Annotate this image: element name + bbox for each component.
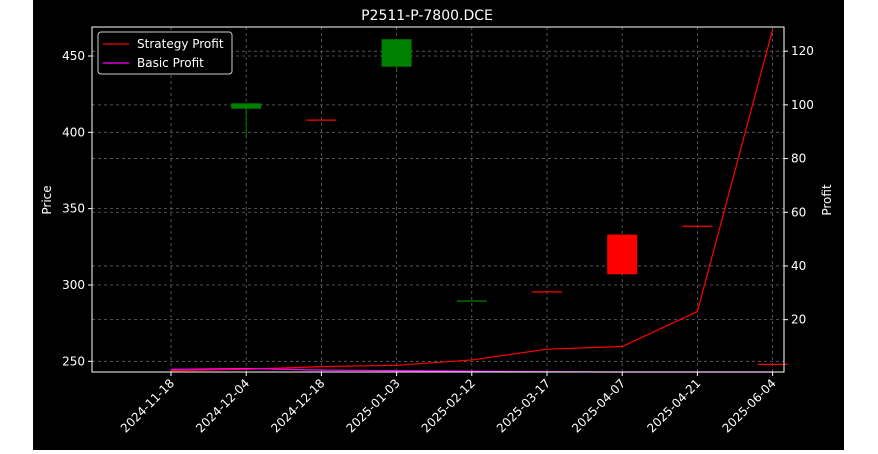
plot-frame — [91, 26, 785, 373]
tick-label-x: 2025-04-07 — [569, 376, 628, 435]
candles — [231, 39, 788, 365]
tick-label-right: 60 — [791, 205, 806, 219]
legend: Strategy Profit Basic Profit — [97, 31, 233, 75]
tick-label-x: 2025-03-17 — [494, 376, 553, 435]
tick-label-right: 100 — [791, 98, 814, 112]
tick-label-right: 120 — [791, 44, 814, 58]
tick-label-left: 400 — [62, 125, 85, 139]
left-axis: 250 300 350 400 450 — [62, 49, 92, 368]
right-axis: 20 40 60 80 100 120 — [784, 44, 814, 327]
y-axis-label-left: Price — [40, 185, 54, 214]
tick-label-x: 2025-04-21 — [644, 376, 703, 435]
chart-title: P2511-P-7800.DCE — [361, 8, 493, 24]
tick-label-x: 2024-11-18 — [118, 376, 177, 435]
candlestick-chart: P2511-P-7800.DCE 250 300 350 400 450 20 40 60 8… — [40, 8, 834, 435]
tick-label-right: 20 — [791, 313, 806, 327]
series-line-strategy-profit — [170, 29, 774, 372]
tick-label-x: 2025-06-04 — [720, 376, 779, 435]
tick-label-left: 450 — [62, 49, 85, 63]
legend-label-strategy: Strategy Profit — [137, 37, 224, 51]
tick-label-x: 2024-12-18 — [268, 376, 327, 435]
legend-box — [97, 31, 233, 75]
tick-label-x: 2024-12-04 — [193, 376, 252, 435]
tick-label-right: 40 — [791, 259, 806, 273]
x-axis: 2024-11-18 2024-12-04 2024-12-18 2025-01-03… — [118, 372, 779, 435]
legend-label-basic: Basic Profit — [137, 56, 204, 70]
chart-figure: P2511-P-7800.DCE 250 300 350 400 450 20 40 60 8… — [33, 0, 844, 450]
y-axis-label-right: Profit — [820, 184, 834, 216]
candle — [231, 103, 262, 136]
grid-lines — [92, 27, 784, 372]
tick-label-x: 2025-01-03 — [344, 376, 403, 435]
tick-label-right: 80 — [791, 152, 806, 166]
tick-label-x: 2025-02-12 — [419, 376, 478, 435]
candle-body — [231, 103, 262, 109]
candle — [607, 234, 638, 275]
candle-body — [381, 39, 412, 67]
tick-label-left: 300 — [62, 278, 85, 292]
tick-label-left: 350 — [62, 202, 85, 216]
candle-body — [607, 234, 638, 275]
tick-label-left: 250 — [62, 354, 85, 368]
candle — [381, 39, 412, 72]
